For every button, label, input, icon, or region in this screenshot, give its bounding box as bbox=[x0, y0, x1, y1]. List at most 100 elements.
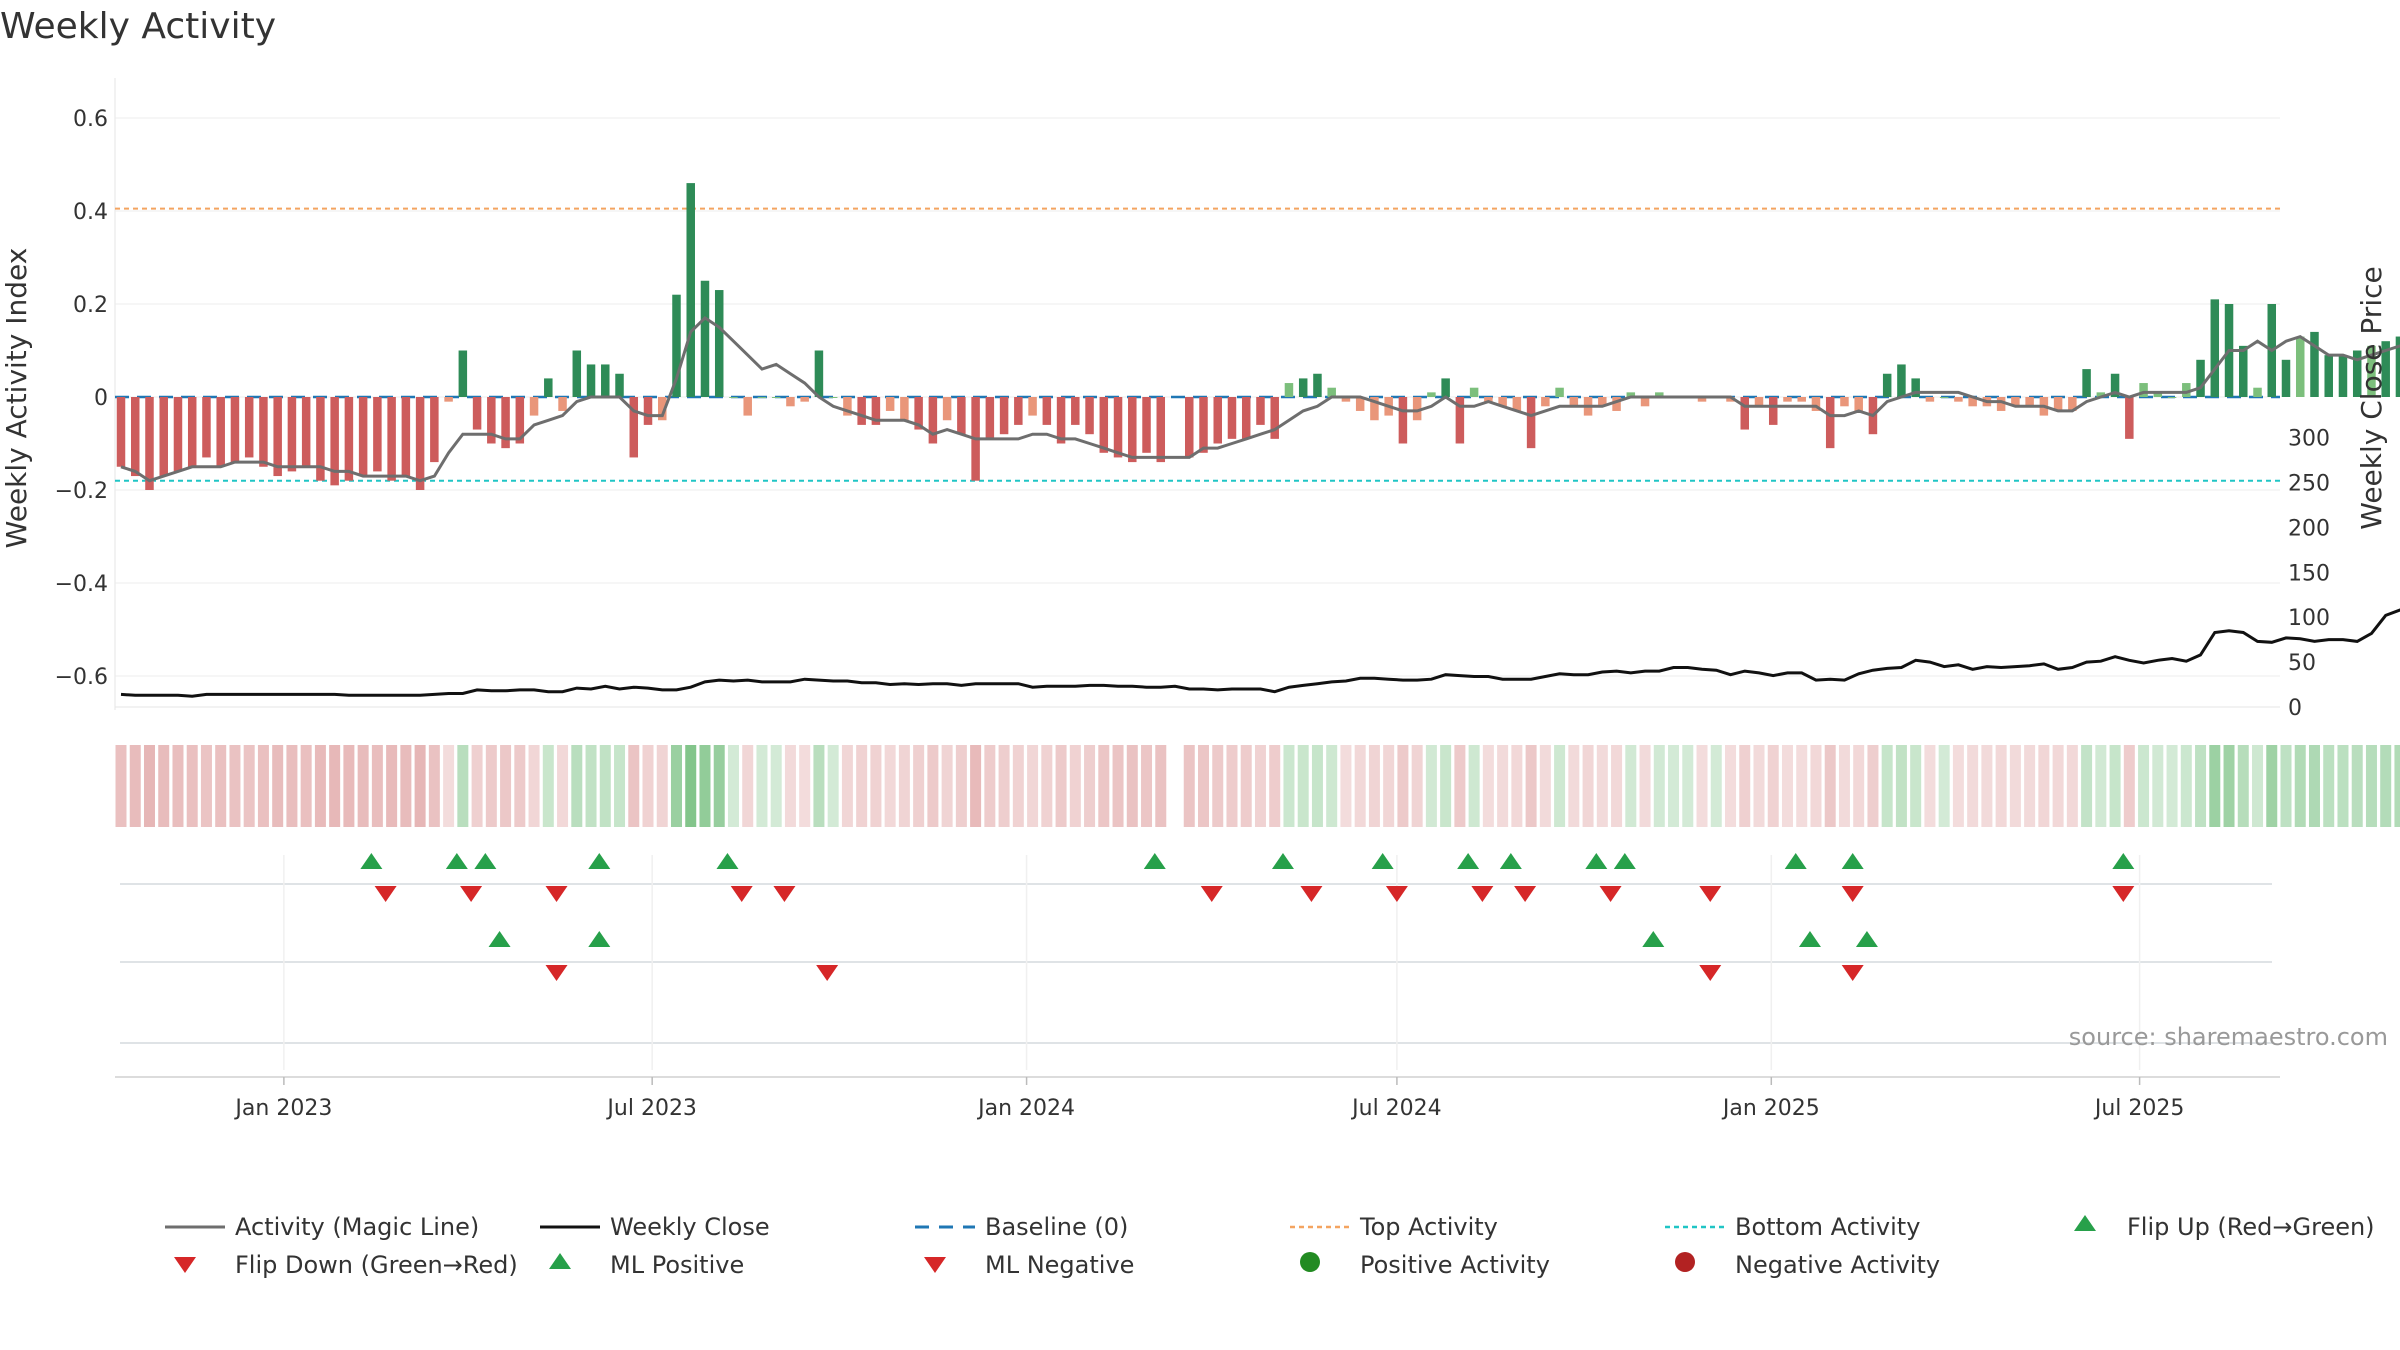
heat-cell bbox=[2009, 745, 2021, 827]
heat-cell bbox=[2138, 745, 2150, 827]
activity-bar bbox=[415, 397, 425, 490]
flip-up-marker bbox=[716, 853, 739, 869]
activity-bar bbox=[1113, 397, 1123, 458]
right-axis-label: Weekly Close Price bbox=[2355, 266, 2388, 529]
heat-cell bbox=[158, 745, 170, 827]
right-axis-ticks: 300 250 200 150 100 50 0 bbox=[2288, 427, 2330, 721]
left-tick-label: 0.4 bbox=[73, 200, 108, 225]
activity-bar bbox=[828, 397, 838, 398]
flip-up-marker bbox=[1457, 853, 1480, 869]
flip-up-marker bbox=[445, 853, 468, 869]
heat-cell bbox=[1668, 745, 1680, 827]
heat-cell bbox=[1055, 745, 1067, 827]
heat-cell bbox=[371, 745, 383, 827]
activity-bar bbox=[1968, 397, 1977, 407]
activity-bar bbox=[316, 397, 325, 481]
activity-bar bbox=[387, 397, 396, 481]
activity-bar bbox=[2167, 397, 2177, 398]
heat-cell bbox=[1084, 745, 1096, 827]
activity-bar bbox=[1298, 378, 1308, 397]
activity-bar bbox=[373, 397, 382, 472]
heat-cell bbox=[713, 745, 725, 827]
right-tick-label: 250 bbox=[2288, 472, 2330, 497]
heat-cell bbox=[1781, 745, 1793, 827]
activity-bar bbox=[2395, 336, 2400, 397]
flip-down-marker bbox=[1385, 886, 1408, 902]
activity-bar bbox=[1370, 397, 1379, 421]
activity-bar bbox=[515, 397, 525, 444]
activity-bar bbox=[430, 397, 439, 463]
activity-bar bbox=[658, 397, 667, 421]
activity-bar bbox=[1484, 397, 1493, 402]
activity-bar bbox=[586, 364, 596, 397]
heat-cell bbox=[2180, 745, 2192, 827]
heat-cell bbox=[1354, 745, 1366, 827]
legend-label: ML Positive bbox=[610, 1251, 744, 1279]
heat-cell bbox=[1824, 745, 1836, 827]
activity-bar bbox=[230, 397, 240, 463]
heat-cell bbox=[1881, 745, 1893, 827]
activity-bars bbox=[116, 183, 2400, 490]
heat-cell bbox=[1895, 745, 1907, 827]
heat-cell bbox=[1198, 745, 1209, 827]
heat-cell bbox=[2380, 745, 2392, 827]
activity-bar bbox=[259, 397, 268, 467]
series-lines bbox=[120, 315, 2400, 698]
right-tick-label: 300 bbox=[2288, 427, 2330, 452]
activity-bar bbox=[1569, 397, 1579, 407]
heat-cell bbox=[115, 745, 127, 827]
legend-swatch-positive-activity bbox=[1300, 1252, 1320, 1272]
heat-cell bbox=[1582, 745, 1594, 827]
heat-cell bbox=[913, 745, 925, 827]
heat-cell bbox=[143, 745, 155, 827]
activity-bar bbox=[1284, 383, 1294, 397]
heat-cell bbox=[1397, 745, 1409, 827]
activity-bar bbox=[1697, 397, 1707, 402]
heat-cell bbox=[1098, 745, 1110, 827]
heat-cell bbox=[585, 745, 597, 827]
heat-cell bbox=[1611, 745, 1623, 827]
activity-bar bbox=[1598, 397, 1607, 407]
heat-cell bbox=[941, 745, 953, 827]
flip-down-marker bbox=[1200, 886, 1223, 902]
flip-up-marker bbox=[1613, 853, 1636, 869]
legend-swatch-ml-positive bbox=[549, 1253, 571, 1269]
ml-negative-marker bbox=[545, 965, 568, 981]
heat-cell bbox=[557, 745, 569, 827]
heat-cell bbox=[1511, 745, 1523, 827]
heat-cell bbox=[1340, 745, 1352, 827]
activity-bar bbox=[1498, 397, 1507, 407]
heat-cell bbox=[215, 745, 227, 827]
activity-bar bbox=[2324, 355, 2333, 397]
heat-cell bbox=[984, 745, 996, 827]
ml-positive-marker bbox=[1642, 931, 1665, 947]
activity-bar bbox=[999, 397, 1009, 435]
activity-bar bbox=[2068, 397, 2077, 411]
heat-cell bbox=[528, 745, 540, 827]
activity-bar bbox=[2196, 359, 2205, 397]
activity-bar bbox=[1954, 397, 1963, 402]
activity-bar bbox=[1412, 397, 1422, 421]
activity-bar bbox=[672, 294, 681, 397]
activity-bar bbox=[1925, 397, 1935, 402]
activity-bar bbox=[1655, 392, 1664, 397]
activity-bar bbox=[729, 397, 738, 398]
activity-bar bbox=[1612, 397, 1621, 411]
activity-bar bbox=[957, 397, 966, 435]
flip-down-marker bbox=[1514, 886, 1537, 902]
heat-cell bbox=[243, 745, 255, 827]
heat-cell bbox=[1910, 745, 1922, 827]
heat-cell bbox=[357, 745, 369, 827]
activity-bar bbox=[1840, 397, 1849, 407]
activity-bar bbox=[2110, 373, 2120, 397]
heat-cell bbox=[955, 745, 967, 827]
activity-bar bbox=[1014, 397, 1023, 425]
heat-cell bbox=[799, 745, 811, 827]
activity-bar bbox=[1227, 397, 1237, 439]
activity-bar bbox=[2182, 383, 2191, 397]
activity-bar bbox=[2025, 397, 2034, 407]
heat-cell bbox=[1069, 745, 1081, 827]
heat-cell bbox=[770, 745, 782, 827]
heat-cell bbox=[314, 745, 326, 827]
activity-bar bbox=[472, 397, 482, 430]
